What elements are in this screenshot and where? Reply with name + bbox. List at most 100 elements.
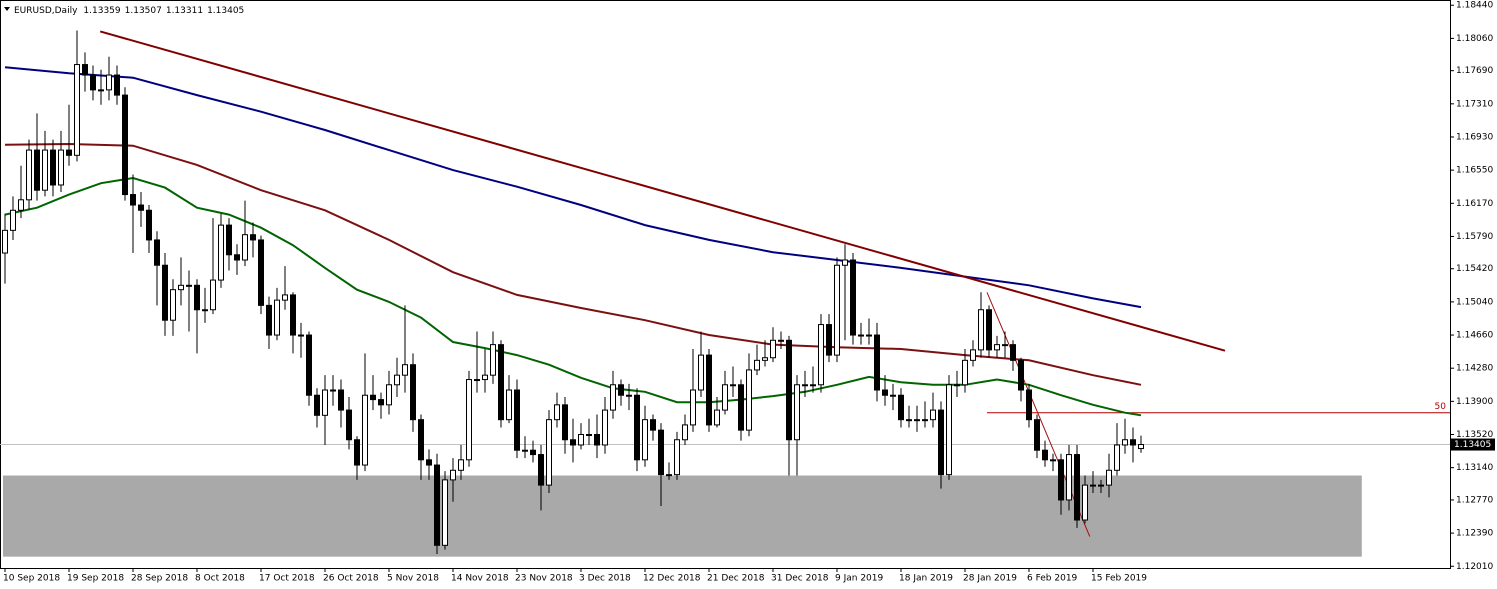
candle-body [34,149,40,191]
y-tick-label: 1.12010 [1456,562,1493,572]
candle-body [962,359,968,386]
candle-body [538,454,544,486]
candle-body [746,369,752,431]
candle-body [274,299,280,336]
candle-body [314,394,320,416]
candle-body [194,284,200,311]
y-tick-label: 1.18060 [1456,34,1493,44]
y-tick-label: 1.17310 [1456,99,1493,109]
candle-body [938,409,944,476]
candle-body [970,349,976,361]
candle-body [1130,439,1136,446]
x-tick-label: 31 Dec 2018 [771,574,829,584]
candle-body [850,259,856,336]
y-tick-label: 1.12390 [1456,529,1493,539]
candle-body [1026,389,1032,421]
x-tick-label: 14 Nov 2018 [451,574,509,584]
candle-body [738,384,744,431]
candle-body [1034,419,1040,451]
candle-body [722,384,728,411]
candle-body [634,394,640,461]
candle-body [1066,454,1072,501]
y-tick-label: 1.14280 [1456,364,1493,374]
candle-body [706,354,712,426]
candle-body [450,469,456,481]
x-tick-label: 28 Sep 2018 [131,574,188,584]
candle-body [602,409,608,446]
candle-body [370,394,376,401]
candle-body [690,389,696,426]
x-tick-label: 12 Dec 2018 [643,574,701,584]
candle-body [402,364,408,376]
candle-body [26,149,32,201]
candle-body [826,324,832,356]
candle-body [458,459,464,471]
candle-body [570,439,576,446]
candle-body [890,394,896,397]
x-tick-label: 6 Feb 2019 [1027,574,1078,584]
candle-body [50,149,56,186]
candle-body [946,384,952,476]
candle-body [482,374,488,381]
candle-body [490,344,496,376]
symbol: EURUSD,Daily [14,6,78,16]
candle-body [338,389,344,411]
candle-body [362,394,368,466]
candle-body [74,64,80,156]
candle-body [986,309,992,351]
y-tick-label: 1.15420 [1456,264,1493,274]
x-tick-label: 17 Oct 2018 [259,574,315,584]
candle-body [922,419,928,422]
candle-body [586,434,592,437]
candle-body [1050,459,1056,462]
candle-body [42,149,48,191]
trendline [99,30,1226,352]
candle-body [82,64,88,76]
y-tick-label: 1.16170 [1456,199,1493,209]
candle-body [1138,444,1144,450]
candle-body [242,234,248,261]
price-tag [1451,438,1495,451]
candle-body [258,239,264,306]
candle-body [322,389,328,416]
candle-body [682,424,688,441]
candle-body [234,254,240,261]
trendline [986,292,1091,537]
x-tick-label: 8 Oct 2018 [195,574,245,584]
candle-body [1106,469,1112,486]
candle-body [346,409,352,441]
candle-body [562,404,568,441]
candle-body [290,294,296,336]
candle-body [578,434,584,446]
x-tick-label: 18 Jan 2019 [899,574,953,584]
x-tick-label: 5 Nov 2018 [387,574,439,584]
candle-body [994,344,1000,351]
candle-body [978,309,984,351]
candle-body [594,434,600,446]
candle-body [530,449,536,456]
candle-body [674,439,680,476]
candle-body [186,284,192,287]
candle-body [1002,344,1008,347]
candle-body [90,74,96,91]
low-value: 1.13311 [166,6,203,16]
candle-body [58,149,64,186]
x-tick-label: 15 Feb 2019 [1091,574,1147,584]
x-tick-label: 28 Jan 2019 [963,574,1017,584]
candle-body [226,224,232,256]
candle-body [1090,484,1096,487]
candle-body [698,354,704,391]
candle-body [786,339,792,441]
x-tick-label: 10 Sep 2018 [3,574,60,584]
candle-body [106,74,112,91]
candle-body [762,357,768,361]
candle-body [930,409,936,421]
price-tag-label: 1.13405 [1454,440,1491,450]
candle-body [354,439,360,466]
candle-body [1122,439,1128,446]
candle-body [170,289,176,321]
candle-body [754,359,760,371]
candle-body [914,419,920,422]
